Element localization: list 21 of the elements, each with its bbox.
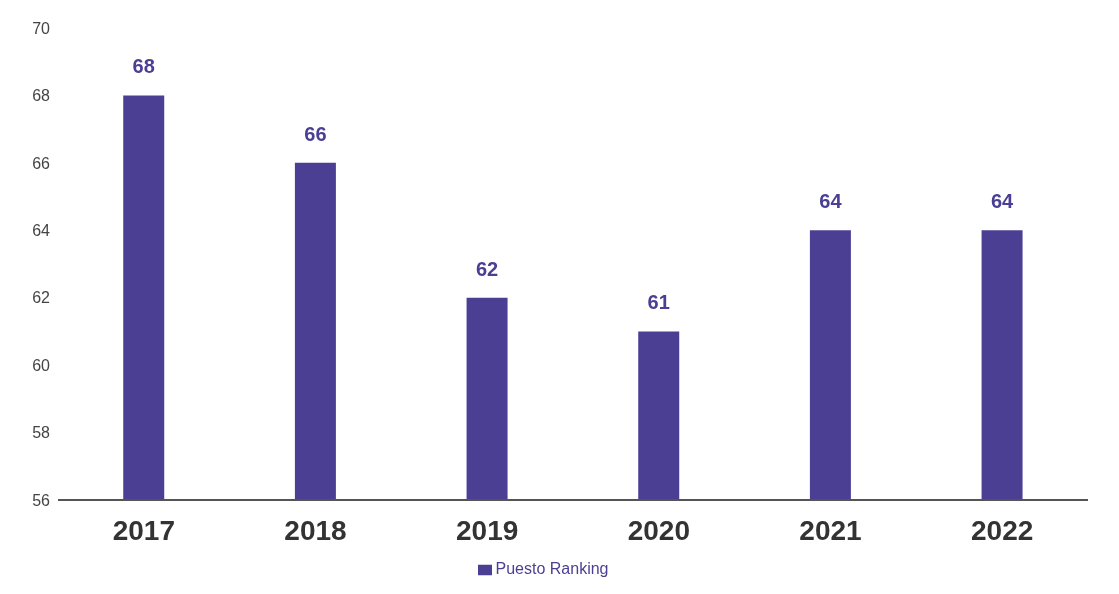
y-tick-label: 70 xyxy=(32,19,51,37)
data-label: 64 xyxy=(990,190,1015,213)
x-tick-label: 2017 xyxy=(112,514,175,546)
legend-label: Puesto Ranking xyxy=(495,560,609,577)
y-tick-label: 64 xyxy=(32,221,51,239)
y-tick-label: 60 xyxy=(32,356,51,374)
y-tick-label: 68 xyxy=(32,87,51,105)
x-tick-label: 2019 xyxy=(456,514,519,546)
y-tick-label: 62 xyxy=(32,289,51,307)
y-tick-label: 58 xyxy=(32,424,51,442)
y-tick-label: 56 xyxy=(32,491,51,509)
x-tick-label: 2018 xyxy=(284,514,347,546)
data-label: 64 xyxy=(819,190,843,213)
x-tick-label: 2021 xyxy=(799,514,862,546)
data-label: 62 xyxy=(475,257,499,280)
data-label: 66 xyxy=(304,122,327,145)
data-label: 68 xyxy=(132,55,155,78)
data-label: 61 xyxy=(647,291,670,314)
y-tick-label: 66 xyxy=(32,154,51,172)
x-tick-label: 2020 xyxy=(627,514,690,546)
x-tick-label: 2022 xyxy=(971,514,1034,546)
